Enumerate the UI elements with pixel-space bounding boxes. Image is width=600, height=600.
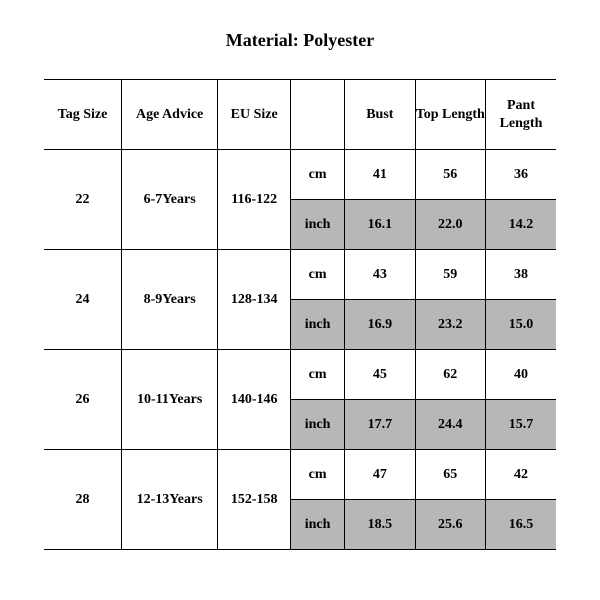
- cell-age-advice: 12-13Years: [122, 450, 218, 550]
- cell-eu-size: 128-134: [218, 250, 291, 350]
- table-row: 226-7Years116-122cm415636: [44, 150, 556, 200]
- cell-pant-inch: 15.7: [486, 400, 557, 450]
- col-bust: Bust: [345, 80, 415, 150]
- cell-top-cm: 59: [415, 250, 485, 300]
- cell-bust-cm: 47: [345, 450, 415, 500]
- table-header-row: Tag Size Age Advice EU Size Bust Top Len…: [44, 80, 556, 150]
- size-table-container: Tag Size Age Advice EU Size Bust Top Len…: [0, 79, 600, 550]
- cell-top-inch: 23.2: [415, 300, 485, 350]
- cell-unit-inch: inch: [291, 400, 345, 450]
- cell-tag-size: 22: [44, 150, 122, 250]
- cell-tag-size: 28: [44, 450, 122, 550]
- col-pant-length: Pant Length: [486, 80, 557, 150]
- cell-top-cm: 56: [415, 150, 485, 200]
- page-title: Material: Polyester: [0, 0, 600, 79]
- table-row: 248-9Years128-134cm435938: [44, 250, 556, 300]
- cell-eu-size: 140-146: [218, 350, 291, 450]
- cell-pant-cm: 36: [486, 150, 557, 200]
- col-tag-size: Tag Size: [44, 80, 122, 150]
- table-row: 2610-11Years140-146cm456240: [44, 350, 556, 400]
- col-age-advice: Age Advice: [122, 80, 218, 150]
- cell-age-advice: 6-7Years: [122, 150, 218, 250]
- cell-pant-cm: 38: [486, 250, 557, 300]
- cell-pant-inch: 14.2: [486, 200, 557, 250]
- cell-pant-inch: 15.0: [486, 300, 557, 350]
- col-unit: [291, 80, 345, 150]
- cell-eu-size: 152-158: [218, 450, 291, 550]
- cell-pant-cm: 40: [486, 350, 557, 400]
- cell-top-inch: 24.4: [415, 400, 485, 450]
- cell-unit-inch: inch: [291, 500, 345, 550]
- cell-bust-inch: 17.7: [345, 400, 415, 450]
- cell-top-inch: 25.6: [415, 500, 485, 550]
- cell-unit-inch: inch: [291, 200, 345, 250]
- cell-bust-inch: 18.5: [345, 500, 415, 550]
- cell-unit-cm: cm: [291, 450, 345, 500]
- cell-unit-cm: cm: [291, 150, 345, 200]
- table-row: 2812-13Years152-158cm476542: [44, 450, 556, 500]
- cell-tag-size: 26: [44, 350, 122, 450]
- cell-unit-inch: inch: [291, 300, 345, 350]
- cell-top-cm: 65: [415, 450, 485, 500]
- cell-bust-inch: 16.9: [345, 300, 415, 350]
- cell-unit-cm: cm: [291, 250, 345, 300]
- cell-age-advice: 10-11Years: [122, 350, 218, 450]
- cell-bust-inch: 16.1: [345, 200, 415, 250]
- cell-pant-cm: 42: [486, 450, 557, 500]
- col-eu-size: EU Size: [218, 80, 291, 150]
- cell-top-inch: 22.0: [415, 200, 485, 250]
- cell-pant-inch: 16.5: [486, 500, 557, 550]
- cell-bust-cm: 43: [345, 250, 415, 300]
- size-table: Tag Size Age Advice EU Size Bust Top Len…: [44, 79, 556, 550]
- cell-bust-cm: 41: [345, 150, 415, 200]
- cell-unit-cm: cm: [291, 350, 345, 400]
- table-body: 226-7Years116-122cm415636inch16.122.014.…: [44, 150, 556, 550]
- cell-top-cm: 62: [415, 350, 485, 400]
- cell-tag-size: 24: [44, 250, 122, 350]
- cell-age-advice: 8-9Years: [122, 250, 218, 350]
- cell-bust-cm: 45: [345, 350, 415, 400]
- cell-eu-size: 116-122: [218, 150, 291, 250]
- col-top-length: Top Length: [415, 80, 485, 150]
